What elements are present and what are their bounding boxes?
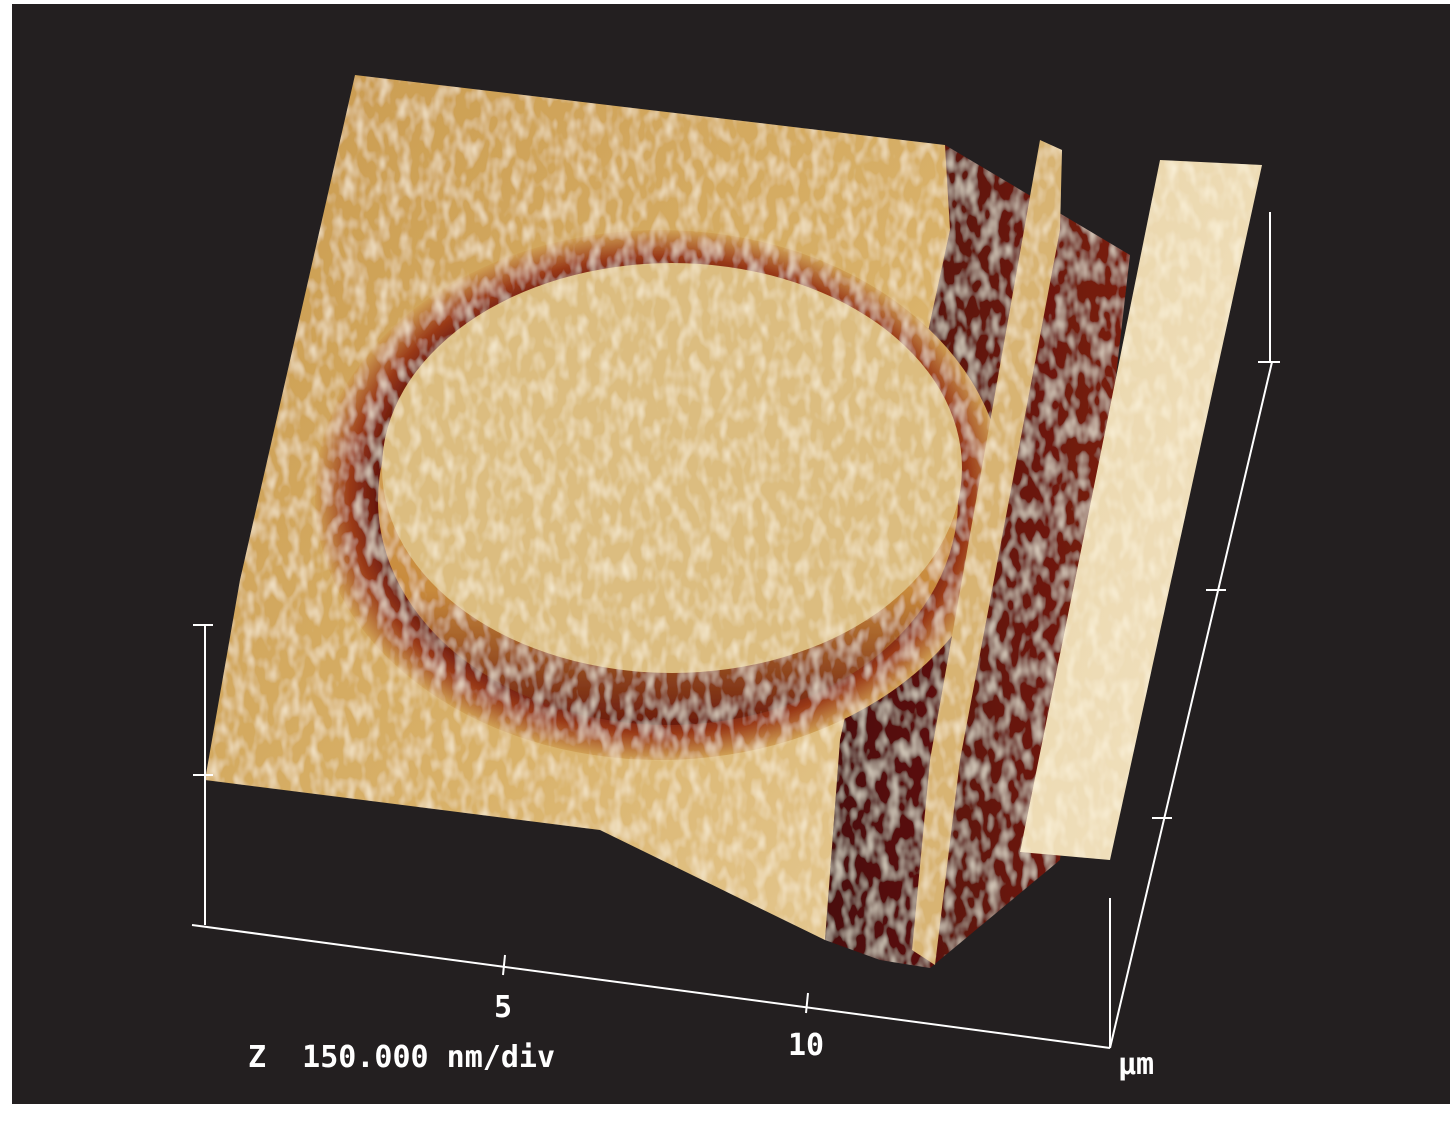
disk-top [382, 263, 962, 673]
page: {"axis_labels": {"x_ticks": ["5", "10"],… [0, 0, 1453, 1132]
unit-label: μm [1118, 1047, 1154, 1082]
z-scale-label: Z 150.000 nm/div [248, 1040, 555, 1075]
afm-image: 5 10 Z 150.000 nm/div μm [0, 0, 1453, 1132]
x-tick-label: 10 [788, 1028, 824, 1063]
x-tick-label: 5 [494, 990, 512, 1025]
